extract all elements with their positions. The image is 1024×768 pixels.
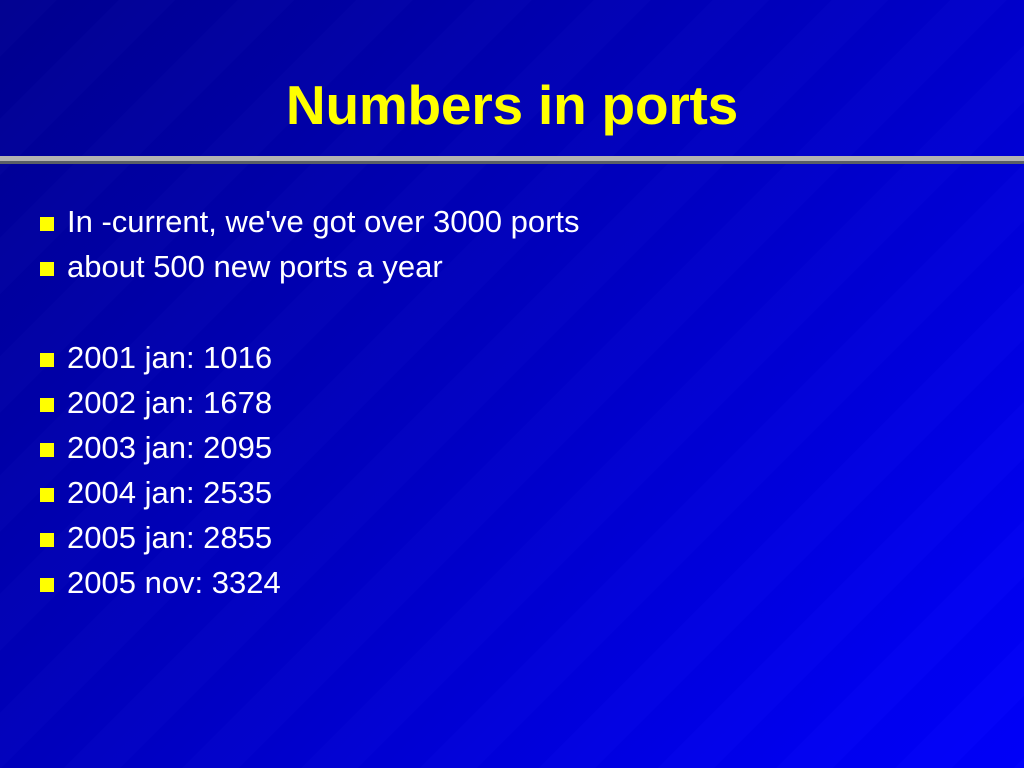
yellow-square-bullet-icon	[40, 398, 54, 412]
list-item: 2002 jan: 1678	[40, 380, 980, 425]
yellow-square-bullet-icon	[40, 443, 54, 457]
list-item: In -current, we've got over 3000 ports	[40, 199, 980, 244]
divider-light-bar	[0, 156, 1024, 161]
yellow-square-bullet-icon	[40, 353, 54, 367]
divider-dark-bar	[0, 161, 1024, 164]
yellow-square-bullet-icon	[40, 488, 54, 502]
title-divider	[0, 156, 1024, 164]
list-item: 2005 nov: 3324	[40, 560, 980, 605]
yellow-square-bullet-icon	[40, 533, 54, 547]
list-item: about 500 new ports a year	[40, 244, 980, 289]
list-item-label: 2005 nov: 3324	[67, 565, 281, 600]
list-item-label: 2002 jan: 1678	[67, 385, 273, 420]
yellow-square-bullet-icon	[40, 262, 54, 276]
list-item-label: 2005 jan: 2855	[67, 520, 273, 555]
list-item-label: about 500 new ports a year	[67, 249, 443, 284]
list-item-label: 2004 jan: 2535	[67, 475, 273, 510]
list-item-spacer	[40, 289, 980, 335]
yellow-square-bullet-icon	[40, 217, 54, 231]
page-title: Numbers in ports	[285, 74, 739, 136]
list-item-label: 2003 jan: 2095	[67, 430, 273, 465]
list-item: 2005 jan: 2855	[40, 515, 980, 560]
slide-title-area: Numbers in ports	[0, 74, 1024, 136]
list-item: 2003 jan: 2095	[40, 425, 980, 470]
list-item-label: 2001 jan: 1016	[67, 340, 273, 375]
slide-body: In -current, we've got over 3000 ports a…	[40, 199, 980, 605]
list-item-label: In -current, we've got over 3000 ports	[67, 204, 580, 239]
list-item: 2004 jan: 2535	[40, 470, 980, 515]
list-item: 2001 jan: 1016	[40, 335, 980, 380]
yellow-square-bullet-icon	[40, 578, 54, 592]
